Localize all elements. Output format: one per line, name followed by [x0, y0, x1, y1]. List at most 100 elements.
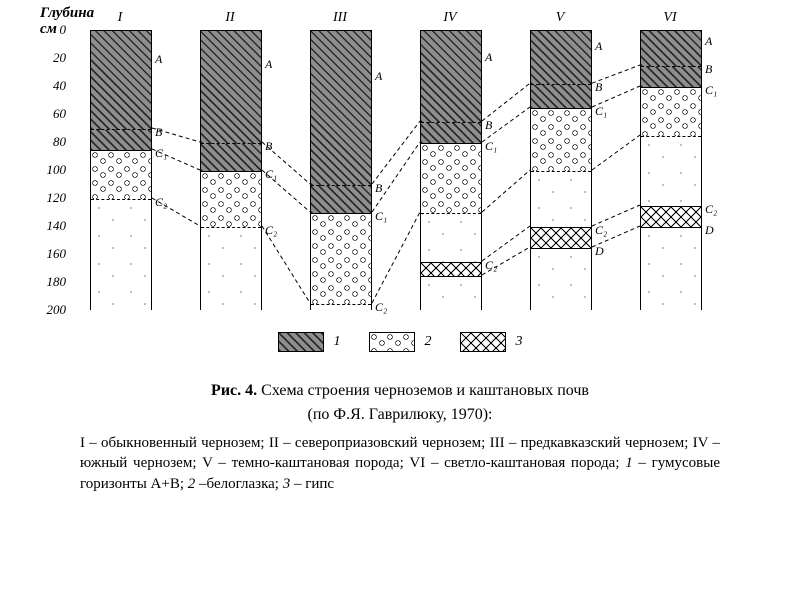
soil-layer	[641, 66, 701, 87]
horizon-label: A	[155, 52, 162, 67]
y-tick-label: 20	[40, 50, 66, 66]
y-tick-label: 40	[40, 78, 66, 94]
horizon-label: A	[375, 69, 382, 84]
soil-layer	[641, 136, 701, 206]
caption-body: I – обыкновенный чернозем; II – северопр…	[80, 433, 720, 494]
soil-layer	[531, 248, 591, 311]
column-header: I	[90, 10, 150, 26]
horizon-label: D	[595, 244, 604, 259]
soil-layer	[201, 143, 261, 171]
horizon-label: B	[485, 118, 492, 133]
figure-page: Глубина см 020406080100120140160180200 I…	[0, 0, 800, 600]
soil-layer	[91, 199, 151, 311]
connector-line	[482, 170, 530, 212]
y-tick-label: 180	[40, 274, 66, 290]
caption-subtitle: (по Ф.Я. Гаврилюку, 1970):	[80, 404, 720, 426]
horizon-label: C₁	[595, 104, 607, 119]
horizon-label: B	[705, 62, 712, 77]
y-tick-label: 160	[40, 246, 66, 262]
soil-layer	[201, 31, 261, 143]
soil-layer	[531, 171, 591, 227]
horizon-label: A	[485, 50, 492, 65]
figure-caption: Рис. 4. Схема строения черноземов и кашт…	[80, 380, 720, 494]
horizon-label: C₁	[155, 146, 167, 161]
y-tick-label: 120	[40, 190, 66, 206]
legend-item-2: 2	[369, 332, 432, 352]
caption-title-rest: Схема строения черноземов и каштановых п…	[257, 382, 589, 399]
horizon-label: A	[595, 39, 602, 54]
connector-line	[592, 135, 640, 170]
connector-line	[482, 226, 530, 261]
y-tick-label: 0	[40, 22, 66, 38]
soil-layer	[91, 129, 151, 150]
y-tick-label: 140	[40, 218, 66, 234]
soil-layer	[311, 304, 371, 311]
legend-row: 1 2 3	[0, 332, 800, 360]
soil-layer	[531, 227, 591, 248]
horizon-label: B	[265, 139, 272, 154]
soil-layer	[201, 171, 261, 227]
horizon-label: B	[375, 181, 382, 196]
y-tick-label: 60	[40, 106, 66, 122]
caption-title: Рис. 4. Схема строения черноземов и кашт…	[80, 380, 720, 402]
soil-layer	[641, 227, 701, 311]
horizon-label: A	[705, 34, 712, 49]
horizon-label: C₂	[485, 258, 497, 273]
legend-swatch-crosses	[460, 332, 506, 352]
soil-layer	[421, 276, 481, 311]
horizon-label: C₂	[595, 223, 607, 238]
soil-column-III	[310, 30, 372, 310]
connector-line	[372, 212, 420, 303]
legend-num-2: 2	[425, 334, 432, 350]
soil-layer	[421, 262, 481, 276]
legend-item-3: 3	[460, 332, 523, 352]
column-header: II	[200, 10, 260, 26]
soil-layer	[641, 206, 701, 227]
soil-layer	[421, 31, 481, 122]
soil-layer	[641, 87, 701, 136]
legend-num-1: 1	[334, 334, 341, 350]
legend-swatch-hatch	[278, 332, 324, 352]
horizon-label: C₂	[375, 300, 387, 315]
soil-column-V	[530, 30, 592, 310]
horizon-label: A	[265, 57, 272, 72]
soil-column-I	[90, 30, 152, 310]
y-tick-label: 80	[40, 134, 66, 150]
caption-title-prefix: Рис. 4.	[211, 382, 257, 399]
horizon-label: D	[705, 223, 714, 238]
horizon-label: C₂	[155, 195, 167, 210]
horizon-label: B	[595, 80, 602, 95]
soil-column-II	[200, 30, 262, 310]
soil-layer	[91, 31, 151, 129]
soil-layer	[531, 108, 591, 171]
soil-layer	[91, 150, 151, 199]
horizon-label: C₁	[705, 83, 717, 98]
column-header: III	[310, 10, 370, 26]
column-header: VI	[640, 10, 700, 26]
soil-layer	[531, 84, 591, 108]
soil-layer	[201, 227, 261, 311]
soil-layer	[311, 213, 371, 304]
column-header: V	[530, 10, 590, 26]
column-header: IV	[420, 10, 480, 26]
soil-column-VI	[640, 30, 702, 310]
soil-layer	[531, 31, 591, 84]
soil-layer	[421, 213, 481, 262]
horizon-label: C₁	[265, 167, 277, 182]
soil-layer	[641, 31, 701, 66]
horizon-label: C₁	[485, 139, 497, 154]
soil-layer	[421, 122, 481, 143]
horizon-label: C₂	[265, 223, 277, 238]
horizon-label: C₁	[375, 209, 387, 224]
connector-line	[482, 83, 530, 121]
connector-line	[372, 142, 420, 212]
soil-layer	[421, 143, 481, 213]
soil-layer	[311, 185, 371, 213]
soil-layer	[311, 31, 371, 185]
legend-num-3: 3	[516, 334, 523, 350]
horizon-label: B	[155, 125, 162, 140]
legend-swatch-dots	[369, 332, 415, 352]
soil-column-IV	[420, 30, 482, 310]
y-tick-label: 200	[40, 302, 66, 318]
horizon-label: C₂	[705, 202, 717, 217]
